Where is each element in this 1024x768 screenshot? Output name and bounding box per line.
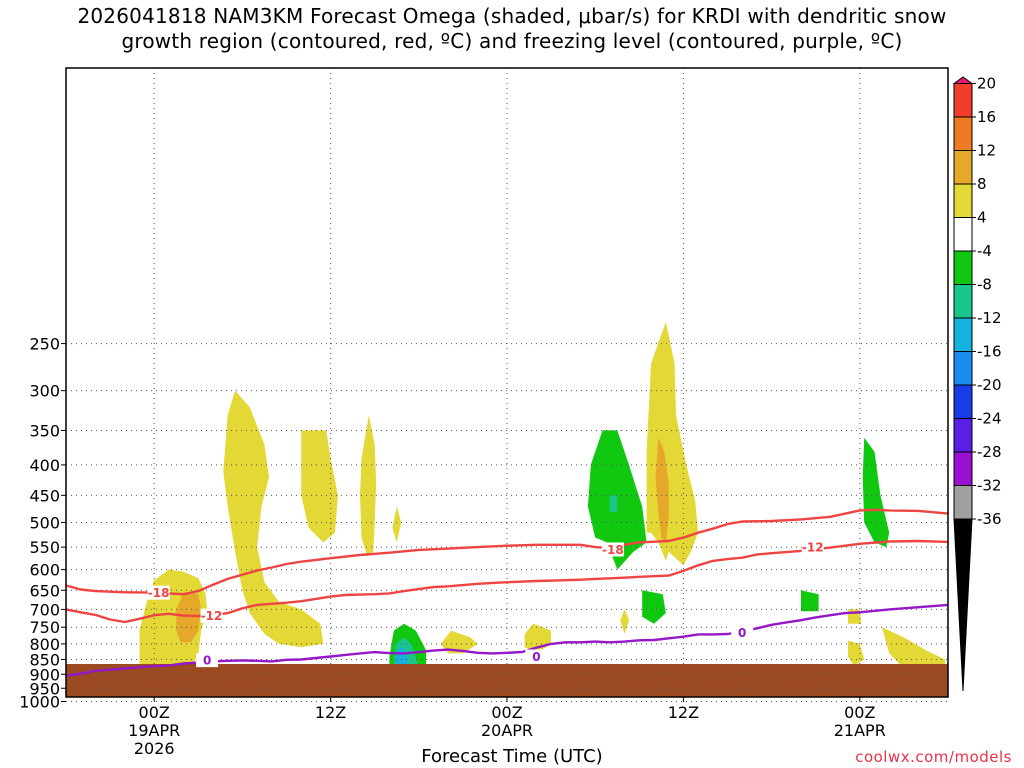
- colorbar-label-13: -36: [977, 510, 1002, 528]
- colorbar-label-11: -28: [977, 443, 1002, 461]
- x-tick-year-0: 2026: [134, 739, 175, 758]
- omega-pos-early-2: [223, 390, 324, 648]
- x-tick-label-2: 00Z: [491, 703, 522, 722]
- ground-terrain: [66, 664, 948, 697]
- y-tick-label-800: 800: [29, 635, 60, 654]
- omega-neg-late-3: [862, 437, 890, 548]
- grid-layer: [66, 68, 948, 702]
- contour-label-5: 0: [532, 650, 540, 664]
- colorbar-label-1: 16: [977, 108, 996, 126]
- omega-shading-layer: [139, 322, 946, 687]
- omega-pos-early-4: [360, 415, 377, 557]
- omega-pos-main-inner: [655, 437, 669, 543]
- chart-title-line1: 2026041818 NAM3KM Forecast Omega (shaded…: [77, 4, 947, 28]
- colorbar-label-12: -32: [977, 477, 1002, 495]
- omega-neg-late-2: [801, 590, 819, 612]
- colorbar-label-3: 8: [977, 175, 987, 193]
- contour-label-3: -12: [802, 541, 824, 555]
- y-tick-label-850: 850: [29, 651, 60, 670]
- colorbar-swatch-5: [953, 217, 973, 252]
- colorbar-swatch-7: [953, 284, 973, 319]
- y-tick-label-350: 350: [29, 421, 60, 440]
- colorbar-swatch-11: [953, 418, 973, 453]
- omega-pos-early-5: [392, 506, 402, 543]
- chart-title: 2026041818 NAM3KM Forecast Omega (shaded…: [0, 4, 1024, 54]
- colorbar-label-5: -4: [977, 242, 992, 260]
- y-tick-label-300: 300: [29, 382, 60, 401]
- colorbar-label-10: -24: [977, 410, 1002, 428]
- x-tick-date-4: 21APR: [834, 721, 886, 740]
- colorbar-label-4: 4: [977, 209, 987, 227]
- dgz-lower-minus12-line: [65, 539, 949, 624]
- colorbar-swatch-1: [953, 83, 973, 118]
- contour-label-2: -18: [602, 543, 624, 557]
- x-tick-date-0: 19APR: [128, 721, 180, 740]
- contour-label-bg: [147, 585, 170, 600]
- colorbar-bottom-arrow: [953, 518, 973, 692]
- contour-label-bg: [601, 542, 624, 557]
- ground-layer: [66, 664, 948, 697]
- y-tick-label-1000: 1000: [19, 693, 60, 712]
- contour-label-1: -12: [201, 609, 223, 623]
- x-tick-label-3: 12Z: [668, 703, 699, 722]
- colorbar-label-9: -20: [977, 376, 1002, 394]
- contour-label-bg: [196, 653, 219, 668]
- colorbar-label-7: -12: [977, 309, 1002, 327]
- y-tick-label-400: 400: [29, 456, 60, 475]
- contour-label-4: 0: [203, 654, 211, 668]
- y-tick-label-600: 600: [29, 561, 60, 580]
- omega-pos-early-3: [301, 430, 338, 543]
- omega-neg-late-1: [642, 590, 666, 624]
- y-tick-label-750: 750: [29, 618, 60, 637]
- x-axis-label: Forecast Time (UTC): [421, 746, 603, 767]
- omega-pos-early-1b: [176, 592, 202, 643]
- colorbar: 20 16 12 8 4 -4 -8 -12 -16 -20 -24 -28 -32 -36: [952, 75, 1002, 692]
- omega-pos-late-3: [848, 640, 865, 666]
- colorbar-swatch-12: [953, 451, 973, 486]
- colorbar-swatch-3: [953, 150, 973, 185]
- contour-label-bg: [801, 540, 824, 555]
- colorbar-top-arrow: [952, 76, 974, 84]
- colorbar-label-0: 20: [977, 75, 996, 93]
- colorbar-swatch-9: [953, 351, 973, 386]
- chart-title-line2: growth region (contoured, red, ºC) and f…: [121, 29, 903, 53]
- colorbar-swatch-13: [953, 485, 973, 520]
- colorbar-swatch-6: [953, 250, 973, 285]
- x-tick-label-1: 12Z: [315, 703, 346, 722]
- contour-label-bg: [200, 608, 223, 623]
- y-tick-label-500: 500: [29, 514, 60, 533]
- omega-pos-mid-3: [620, 609, 629, 634]
- y-tick-label-700: 700: [29, 600, 60, 619]
- y-tick-label-250: 250: [29, 335, 60, 354]
- dgz-upper-minus18-line: [65, 508, 949, 596]
- y-tick-label-550: 550: [29, 538, 60, 557]
- y-tick-label-900: 900: [29, 665, 60, 684]
- colorbar-swatch-4: [953, 183, 973, 218]
- colorbar-label-8: -16: [977, 343, 1002, 361]
- contour-label-6: 0: [738, 626, 746, 640]
- colorbar-label-6: -8: [977, 276, 992, 294]
- y-tick-label-950: 950: [29, 679, 60, 698]
- colorbar-swatch-10: [953, 384, 973, 419]
- y-tick-label-450: 450: [29, 486, 60, 505]
- omega-pos-main: [646, 322, 699, 566]
- y-tick-label-650: 650: [29, 581, 60, 600]
- colorbar-label-2: 12: [977, 142, 996, 160]
- contour-layer: -18 -12 -18 -12 0 0 0: [65, 508, 949, 677]
- colorbar-swatch-2: [953, 116, 973, 151]
- contour-label-bg: [731, 625, 754, 640]
- credit-link[interactable]: coolwx.com/models: [855, 748, 1012, 766]
- colorbar-swatch-8: [953, 317, 973, 352]
- x-tick-date-2: 20APR: [481, 721, 533, 740]
- contour-label-0: -18: [148, 586, 170, 600]
- x-tick-label-4: 00Z: [844, 703, 875, 722]
- x-tick-label-0: 00Z: [139, 703, 170, 722]
- omega-pos-late-2: [881, 627, 946, 675]
- axes-layer: 2503003504004505005506006507007508008509…: [19, 67, 949, 758]
- contour-label-bg: [525, 649, 548, 664]
- omega-pos-mid-1: [440, 630, 478, 654]
- omega-neg-main-core: [609, 495, 618, 512]
